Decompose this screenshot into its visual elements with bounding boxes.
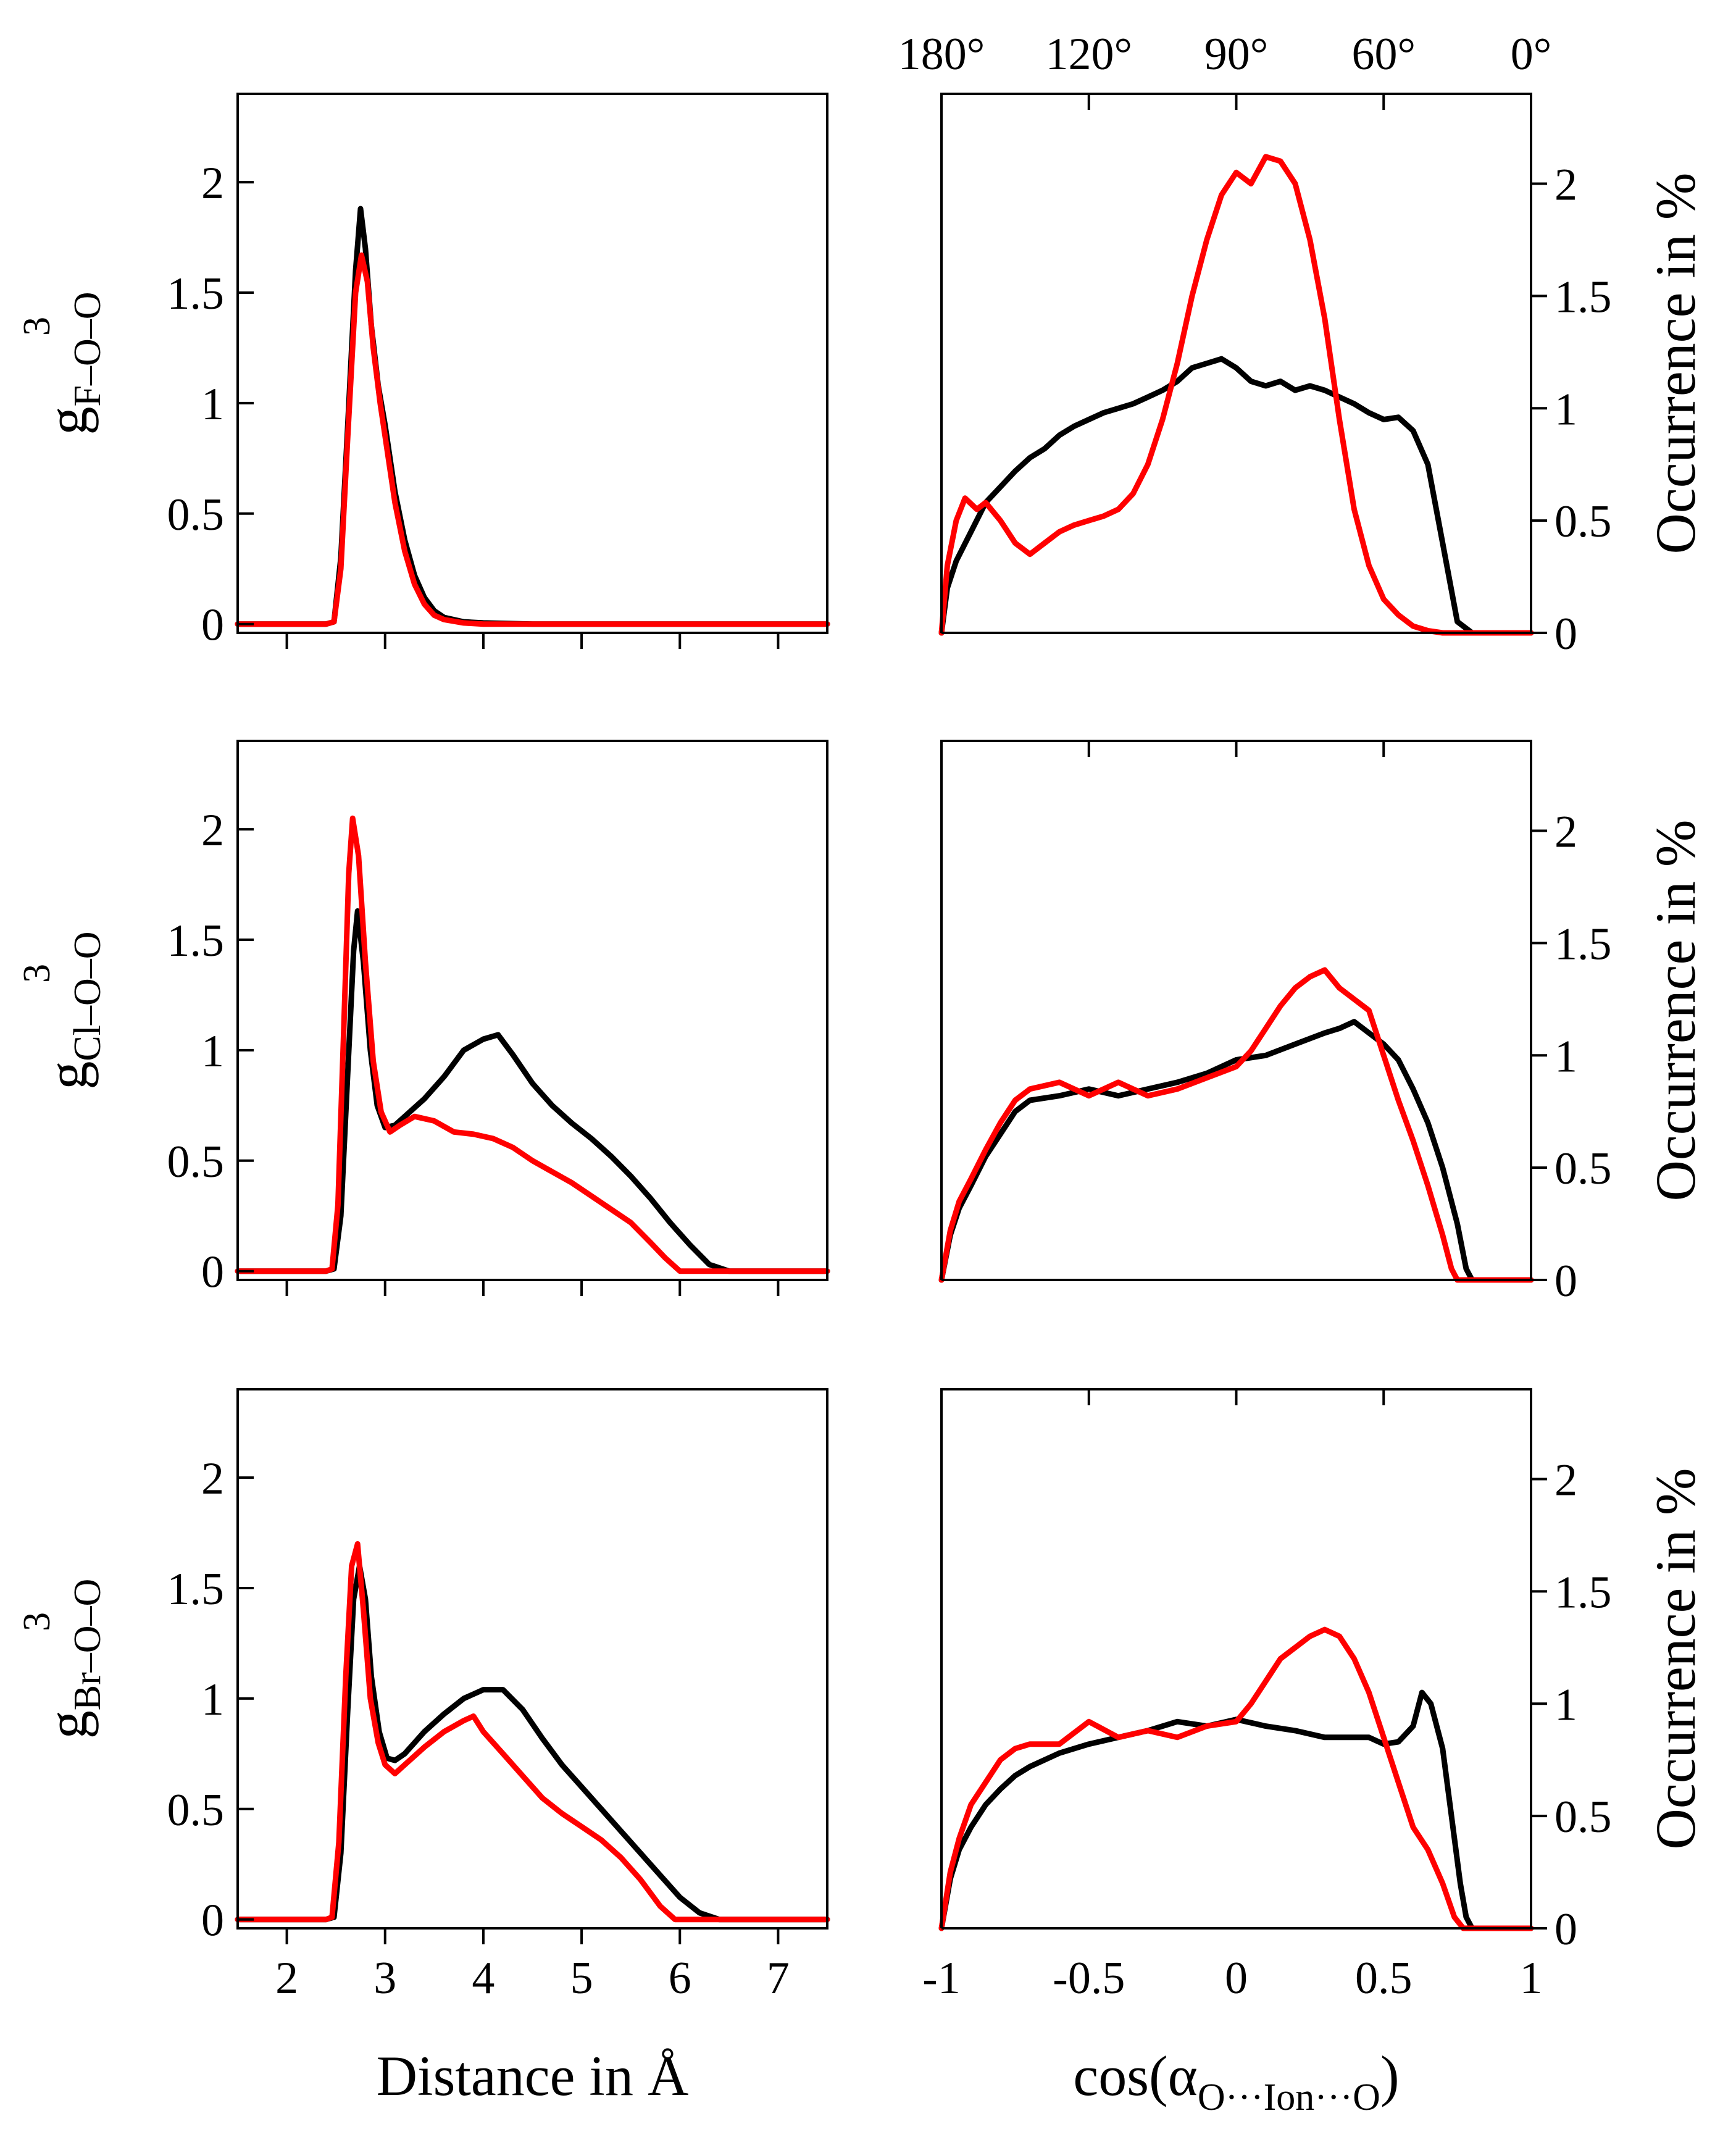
y-tick-label-rdf-Cl: 1 [201, 1026, 224, 1077]
panel-angle-Cl: 0 0.5 1 1.5 2 Occurrence in % [938, 740, 1707, 1307]
y-tick-label-angle-F: 2 [1554, 160, 1577, 211]
y-axis-label-superscript-rdf-Cl: 3 [16, 964, 58, 983]
series-line-red-angle-Cl [938, 967, 1534, 1283]
plot-frame-rdf-Cl [236, 740, 828, 1281]
panel-rdf-F: 0 0.5 1 1.5 2 gF–O–O3 [16, 93, 830, 651]
x-tick-label-angle-Br: 0 [1225, 1953, 1248, 2004]
x-tick-label-rdf-Br: 4 [472, 1953, 495, 2004]
series-line-black-angle-F [938, 356, 1534, 636]
y-tick-label-angle-Cl: 2 [1554, 807, 1577, 858]
x-tick-label-angle-Br: -1 [922, 1953, 961, 2004]
y-tick-label-angle-Cl: 1 [1554, 1031, 1577, 1082]
series-line-black-rdf-Cl [235, 908, 830, 1274]
series-line-red-rdf-Cl [235, 815, 830, 1274]
y-tick-label-rdf-Cl: 0.5 [167, 1137, 225, 1187]
y-tick-label-angle-Br: 0 [1554, 1904, 1577, 1955]
series-line-red-angle-Br [938, 1626, 1534, 1931]
x-axis-label-angle-Br: cos(αO···Ion···O) [1073, 2044, 1399, 2118]
series-line-red-rdf-F [235, 252, 830, 627]
plot-frame-rdf-Br [236, 1388, 828, 1930]
y-axis-label-rdf-Cl: gCl–O–O [36, 931, 109, 1089]
x-tick-label-angle-Br: 1 [1520, 1953, 1543, 2004]
top-tick-label-angle-F: 90° [1204, 29, 1269, 80]
y-axis-label-superscript-rdf-F: 3 [16, 317, 58, 336]
y-tick-label-angle-Br: 0.5 [1554, 1792, 1612, 1842]
series-line-red-rdf-Br [235, 1541, 830, 1923]
x-axis-label-rdf-Br: Distance in Å [377, 2044, 689, 2107]
plot-frame-rdf-F [236, 93, 828, 634]
y-tick-label-rdf-F: 1.5 [167, 269, 225, 319]
y-tick-label-rdf-Br: 0.5 [167, 1785, 225, 1836]
panel-angle-F: 0 0.5 1 1.5 2 180° 120° 90° 60° 0° Occurrence in % [898, 29, 1707, 659]
y-tick-label-rdf-Br: 1.5 [167, 1564, 225, 1615]
y-tick-label-rdf-Cl: 2 [201, 805, 224, 856]
panel-angle-Br: 0 0.5 1 1.5 2 -1 -0.5 0 0.5 1 Occurrence in % cos(α… [922, 1388, 1707, 2118]
y-tick-label-rdf-F: 0.5 [167, 490, 225, 540]
y-tick-label-rdf-Br: 1 [201, 1675, 224, 1725]
y-tick-label-angle-Cl: 0.5 [1554, 1144, 1612, 1194]
y-axis-label-superscript-rdf-Br: 3 [16, 1612, 58, 1631]
x-tick-label-rdf-Br: 2 [275, 1953, 298, 2004]
y-tick-label-angle-Cl: 1.5 [1554, 919, 1612, 969]
x-tick-label-rdf-Br: 3 [373, 1953, 396, 2004]
x-tick-label-angle-Br: 0.5 [1355, 1953, 1413, 2004]
y-tick-label-angle-F: 1 [1554, 384, 1577, 435]
y-tick-label-rdf-Br: 2 [201, 1453, 224, 1504]
y-tick-label-angle-Br: 2 [1554, 1455, 1577, 1506]
y-axis-label-rdf-Br: gBr–O–O [36, 1579, 109, 1739]
y-tick-label-rdf-F: 0 [201, 600, 224, 651]
y-tick-label-angle-F: 0 [1554, 609, 1577, 659]
y-tick-label-rdf-Br: 0 [201, 1896, 224, 1946]
y-tick-label-rdf-Cl: 1.5 [167, 916, 225, 966]
x-tick-label-rdf-Br: 7 [767, 1953, 790, 2004]
y-axis-label-angle-Cl: Occurrence in % [1644, 819, 1707, 1201]
x-tick-label-rdf-Br: 6 [669, 1953, 691, 2004]
y-tick-label-rdf-Cl: 0 [201, 1247, 224, 1298]
series-line-black-angle-Br [938, 1689, 1534, 1931]
x-tick-label-rdf-Br: 5 [570, 1953, 593, 2004]
y-axis-label-angle-F: Occurrence in % [1644, 172, 1707, 554]
y-tick-label-rdf-F: 2 [201, 158, 224, 209]
y-tick-label-rdf-F: 1 [201, 379, 224, 430]
y-tick-label-angle-Cl: 0 [1554, 1256, 1577, 1307]
y-axis-label-angle-Br: Occurrence in % [1644, 1468, 1707, 1849]
series-line-black-angle-Cl [938, 1019, 1534, 1283]
top-tick-label-angle-F: 0° [1511, 29, 1552, 80]
panel-rdf-Cl: 0 0.5 1 1.5 2 gCl–O–O3 [16, 740, 830, 1298]
top-tick-label-angle-F: 120° [1045, 29, 1132, 80]
top-tick-label-angle-F: 60° [1351, 29, 1416, 80]
y-axis-label-rdf-F: gF–O–O [36, 291, 109, 435]
y-tick-label-angle-F: 0.5 [1554, 496, 1612, 547]
y-tick-label-angle-Br: 1 [1554, 1679, 1577, 1730]
top-tick-label-angle-F: 180° [898, 29, 985, 80]
series-line-red-angle-F [938, 154, 1534, 636]
series-line-black-rdf-Br [235, 1563, 830, 1923]
y-tick-label-angle-F: 1.5 [1554, 272, 1612, 322]
x-tick-label-angle-Br: -0.5 [1053, 1953, 1125, 2004]
y-tick-label-angle-Br: 1.5 [1554, 1567, 1612, 1618]
